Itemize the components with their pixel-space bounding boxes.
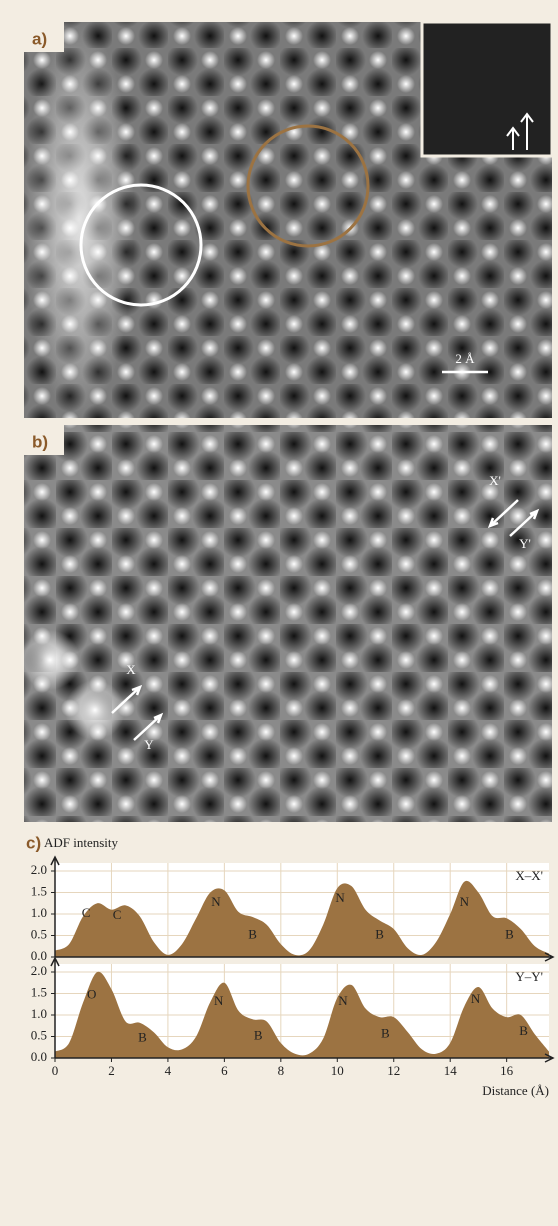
y-tick-label: 1.0 [31, 1006, 47, 1021]
panel-a: 2 Å a) [24, 22, 552, 418]
annotation: O [87, 987, 96, 1002]
bright-edge [24, 22, 134, 418]
bright-spot [20, 630, 80, 690]
annotation: N [338, 993, 348, 1008]
figure: 2 Å a) X Y X' Y' b) c) 0.0 0.5 1.0 1.5 2.0 X–… [0, 0, 558, 1226]
x-tick-label: 16 [500, 1063, 514, 1078]
x-tick-label: 0 [52, 1063, 59, 1078]
y-tick-label: 0.5 [31, 1027, 47, 1042]
y-tick-label: 1.5 [31, 883, 47, 898]
annotation: B [381, 1025, 390, 1040]
y-tick-label: 1.5 [31, 984, 47, 999]
series-name: Y–Y' [515, 969, 543, 984]
annotation: B [248, 926, 257, 941]
annotation: N [211, 894, 221, 909]
annotation: B [505, 926, 514, 941]
x-tick-label: 8 [278, 1063, 285, 1078]
marker: X' [489, 473, 501, 488]
marker: X [126, 662, 136, 677]
image-b [24, 425, 552, 822]
x-tick-label: 12 [387, 1063, 400, 1078]
annotation: N [460, 894, 470, 909]
annotation: C [82, 905, 91, 920]
y-tick-label: 1.0 [31, 905, 47, 920]
y-axis-label: ADF intensity [44, 835, 119, 850]
y-tick-label: 2.0 [31, 963, 47, 978]
marker: Y [144, 737, 154, 752]
panel-tag: a) [32, 29, 47, 48]
x-tick-label: 2 [108, 1063, 115, 1078]
fft-inset [422, 22, 552, 156]
marker: Y' [519, 536, 531, 551]
x-tick-label: 4 [165, 1063, 172, 1078]
annotation: N [335, 890, 345, 905]
annotation: N [471, 991, 481, 1006]
annotation: B [138, 1030, 147, 1045]
annotation: B [519, 1023, 528, 1038]
y-tick-label: 0.5 [31, 926, 47, 941]
x-tick-label: 6 [221, 1063, 228, 1078]
annotation: N [214, 993, 224, 1008]
y-tick-label: 0.0 [31, 1049, 47, 1064]
panel-tag: c) [26, 833, 41, 852]
x-axis-label: Distance (Å) [482, 1083, 549, 1098]
y-tick-label: 0.0 [31, 948, 47, 963]
panel-b: X Y X' Y' b) [20, 425, 552, 822]
panel-tag: b) [32, 432, 48, 451]
scale-label: 2 Å [455, 351, 475, 366]
x-tick-label: 10 [331, 1063, 344, 1078]
series-name: X–X' [515, 868, 543, 883]
page: 2 Å a) X Y X' Y' b) c) 0.0 0.5 1.0 1.5 2.0 X–… [0, 0, 558, 1226]
y-tick-label: 2.0 [31, 862, 47, 877]
annotation: B [375, 926, 384, 941]
annotation: B [254, 1027, 263, 1042]
annotation: C [113, 907, 122, 922]
x-tick-label: 14 [444, 1063, 458, 1078]
